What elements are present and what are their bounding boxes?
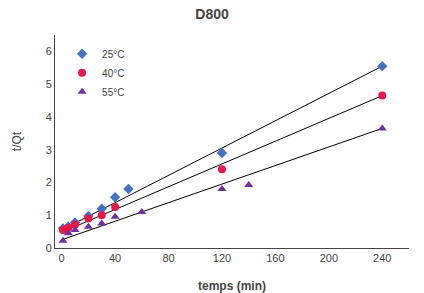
svg-text:160: 160 [266,252,284,264]
svg-text:temps (min): temps (min) [198,279,266,293]
svg-text:2: 2 [46,176,52,188]
svg-text:200: 200 [320,252,338,264]
svg-text:4: 4 [46,111,52,123]
svg-text:40°C: 40°C [102,68,124,79]
svg-text:1: 1 [46,209,52,221]
svg-text:t/Qt: t/Qt [10,131,24,151]
svg-text:6: 6 [46,45,52,57]
svg-text:0: 0 [59,252,65,264]
svg-text:25°C: 25°C [102,49,124,60]
svg-text:40: 40 [109,252,121,264]
svg-text:80: 80 [162,252,174,264]
svg-text:D800: D800 [195,6,229,22]
svg-text:120: 120 [213,252,231,264]
svg-text:240: 240 [373,252,391,264]
svg-text:0: 0 [46,242,52,254]
svg-text:3: 3 [46,144,52,156]
svg-text:55°C: 55°C [102,87,124,98]
svg-text:5: 5 [46,78,52,90]
